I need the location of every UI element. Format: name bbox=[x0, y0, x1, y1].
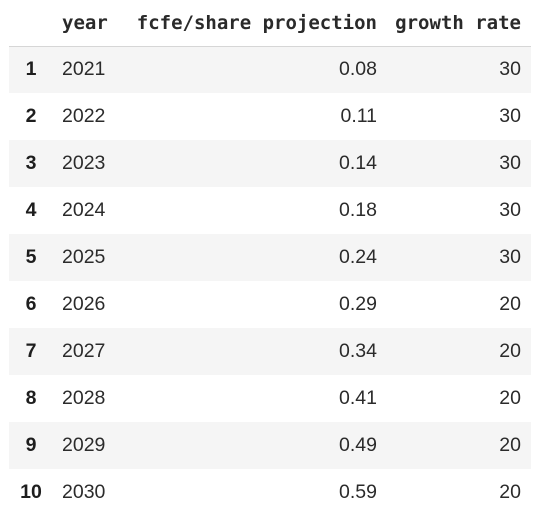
fcfe-cell: 0.08 bbox=[339, 58, 377, 81]
row-index: 1 bbox=[25, 58, 37, 81]
row-index: 3 bbox=[25, 152, 37, 174]
row-index: 4 bbox=[25, 199, 37, 221]
year-cell: 2023 bbox=[62, 152, 106, 174]
row-index: 8 bbox=[25, 387, 37, 409]
growth-rate-cell: 20 bbox=[499, 387, 521, 409]
growth-rate-cell: 30 bbox=[499, 246, 521, 268]
fcfe-column-header: fcfe/share projection bbox=[117, 0, 387, 47]
row-index: 2 bbox=[25, 105, 37, 127]
fcfe-cell: 0.41 bbox=[339, 387, 377, 409]
table-row: 2 2022 0.11 30 bbox=[9, 93, 531, 140]
fcfe-cell: 0.34 bbox=[339, 340, 377, 362]
year-column-header: year bbox=[53, 0, 117, 47]
fcfe-cell: 0.49 bbox=[339, 434, 377, 456]
fcfe-cell: 0.14 bbox=[339, 152, 377, 174]
growth-rate-cell: 20 bbox=[499, 481, 521, 503]
fcfe-cell: 0.29 bbox=[339, 293, 377, 315]
growth-rate-cell: 30 bbox=[499, 58, 521, 81]
year-cell: 2030 bbox=[62, 481, 106, 503]
table-row: 9 2029 0.49 20 bbox=[9, 422, 531, 469]
growth-rate-cell: 30 bbox=[499, 152, 521, 174]
row-index: 10 bbox=[20, 481, 42, 503]
year-cell: 2029 bbox=[62, 434, 106, 456]
table-row: 6 2026 0.29 20 bbox=[9, 281, 531, 328]
year-cell: 2022 bbox=[62, 105, 106, 127]
growth-rate-cell: 20 bbox=[499, 434, 521, 456]
header-row: year fcfe/share projection growth rate bbox=[9, 0, 531, 47]
year-cell: 2024 bbox=[62, 199, 106, 221]
dataframe-table: year fcfe/share projection growth rate 1… bbox=[9, 0, 531, 516]
fcfe-cell: 0.11 bbox=[340, 105, 377, 127]
table-row: 5 2025 0.24 30 bbox=[9, 234, 531, 281]
year-cell: 2025 bbox=[62, 246, 106, 268]
row-index: 5 bbox=[25, 246, 37, 268]
table-row: 10 2030 0.59 20 bbox=[9, 469, 531, 516]
table-header: year fcfe/share projection growth rate bbox=[9, 0, 531, 47]
growth-rate-cell: 30 bbox=[499, 199, 521, 221]
table-body: 1 2021 0.08 30 2 2022 0.11 30 3 2023 0.1… bbox=[9, 46, 531, 516]
fcfe-cell: 0.18 bbox=[339, 199, 377, 221]
row-index: 6 bbox=[25, 293, 37, 315]
table-row: 3 2023 0.14 30 bbox=[9, 140, 531, 187]
row-index: 9 bbox=[25, 434, 37, 456]
fcfe-cell: 0.59 bbox=[339, 481, 377, 503]
fcfe-cell: 0.24 bbox=[339, 246, 377, 268]
row-index: 7 bbox=[25, 340, 37, 362]
growth-rate-cell: 20 bbox=[499, 293, 521, 315]
table-row: 1 2021 0.08 30 bbox=[9, 46, 531, 93]
year-cell: 2021 bbox=[62, 58, 106, 81]
table-row: 7 2027 0.34 20 bbox=[9, 328, 531, 375]
growth-rate-cell: 30 bbox=[499, 105, 521, 127]
table-row: 4 2024 0.18 30 bbox=[9, 187, 531, 234]
index-header bbox=[9, 0, 53, 47]
year-cell: 2028 bbox=[62, 387, 106, 409]
year-cell: 2027 bbox=[62, 340, 106, 362]
year-cell: 2026 bbox=[62, 293, 106, 315]
growth-rate-cell: 20 bbox=[499, 340, 521, 362]
table-row: 8 2028 0.41 20 bbox=[9, 375, 531, 422]
growth-rate-column-header: growth rate bbox=[387, 0, 531, 47]
